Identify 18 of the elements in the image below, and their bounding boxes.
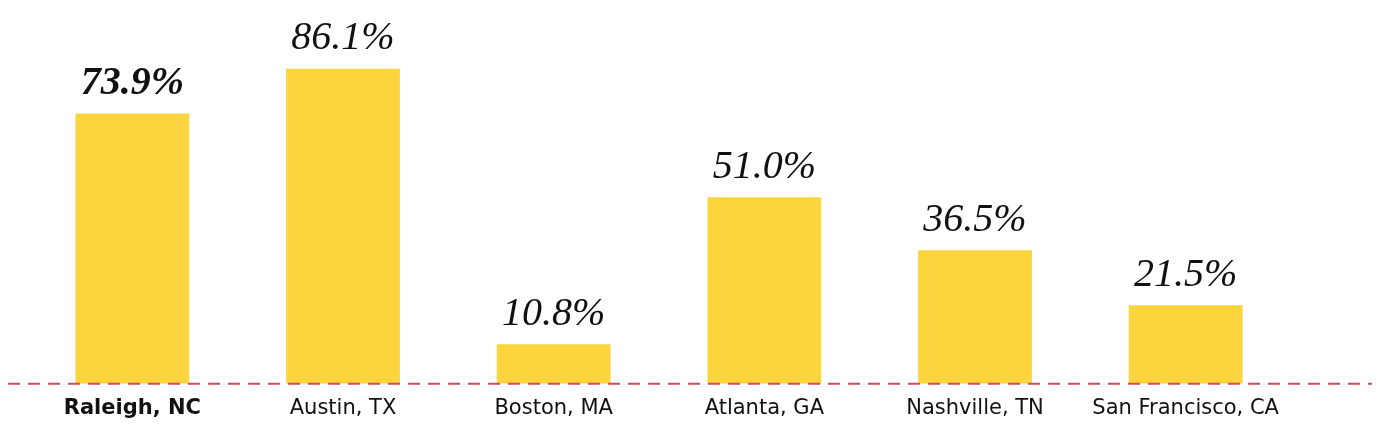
x-tick-label: Boston, MA [494, 394, 614, 419]
data-label: 10.8% [502, 288, 606, 334]
x-tick-label: Austin, TX [289, 394, 397, 419]
x-tick-label: Atlanta, GA [704, 394, 825, 419]
data-label: 36.5% [922, 194, 1027, 240]
data-label: 73.9% [80, 57, 184, 103]
bar [286, 68, 400, 384]
bar [496, 344, 611, 384]
data-label: 51.0% [712, 141, 816, 187]
x-tick-label: Raleigh, NC [63, 394, 201, 419]
bar [75, 113, 190, 384]
data-label: 86.1% [291, 13, 395, 59]
x-tick-label: Nashville, TN [906, 394, 1044, 419]
data-label: 21.5% [1134, 249, 1238, 295]
x-tick-label: San Francisco, CA [1092, 394, 1280, 419]
bar [707, 197, 822, 384]
bar [1128, 305, 1243, 384]
bar [918, 250, 1032, 384]
